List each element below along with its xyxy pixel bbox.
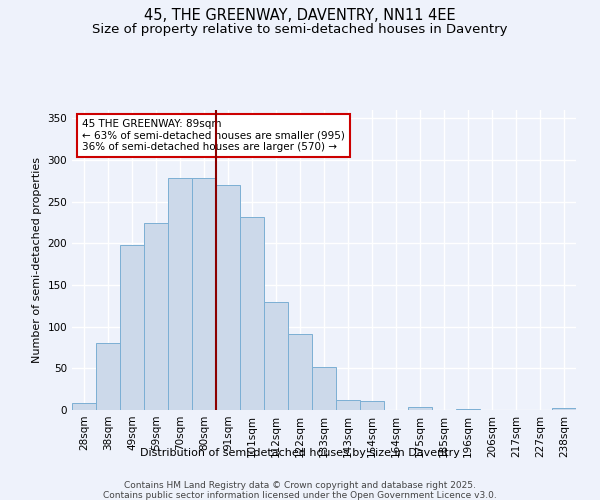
Bar <box>264 302 288 410</box>
Bar <box>120 245 144 410</box>
Bar <box>360 401 384 410</box>
Bar <box>192 178 216 410</box>
Bar <box>96 344 120 410</box>
Bar <box>312 366 336 410</box>
Bar <box>408 406 432 410</box>
Bar <box>240 216 264 410</box>
Bar <box>216 185 240 410</box>
Text: 45 THE GREENWAY: 89sqm
← 63% of semi-detached houses are smaller (995)
36% of se: 45 THE GREENWAY: 89sqm ← 63% of semi-det… <box>82 119 345 152</box>
Bar <box>168 178 192 410</box>
Bar <box>552 408 576 410</box>
Y-axis label: Number of semi-detached properties: Number of semi-detached properties <box>32 157 42 363</box>
Bar <box>336 400 360 410</box>
Bar <box>288 334 312 410</box>
Bar <box>72 404 96 410</box>
Text: Distribution of semi-detached houses by size in Daventry: Distribution of semi-detached houses by … <box>140 448 460 458</box>
Text: Contains HM Land Registry data © Crown copyright and database right 2025.: Contains HM Land Registry data © Crown c… <box>124 481 476 490</box>
Text: 45, THE GREENWAY, DAVENTRY, NN11 4EE: 45, THE GREENWAY, DAVENTRY, NN11 4EE <box>144 8 456 22</box>
Bar <box>144 224 168 410</box>
Bar <box>456 409 480 410</box>
Text: Size of property relative to semi-detached houses in Daventry: Size of property relative to semi-detach… <box>92 22 508 36</box>
Text: Contains public sector information licensed under the Open Government Licence v3: Contains public sector information licen… <box>103 491 497 500</box>
